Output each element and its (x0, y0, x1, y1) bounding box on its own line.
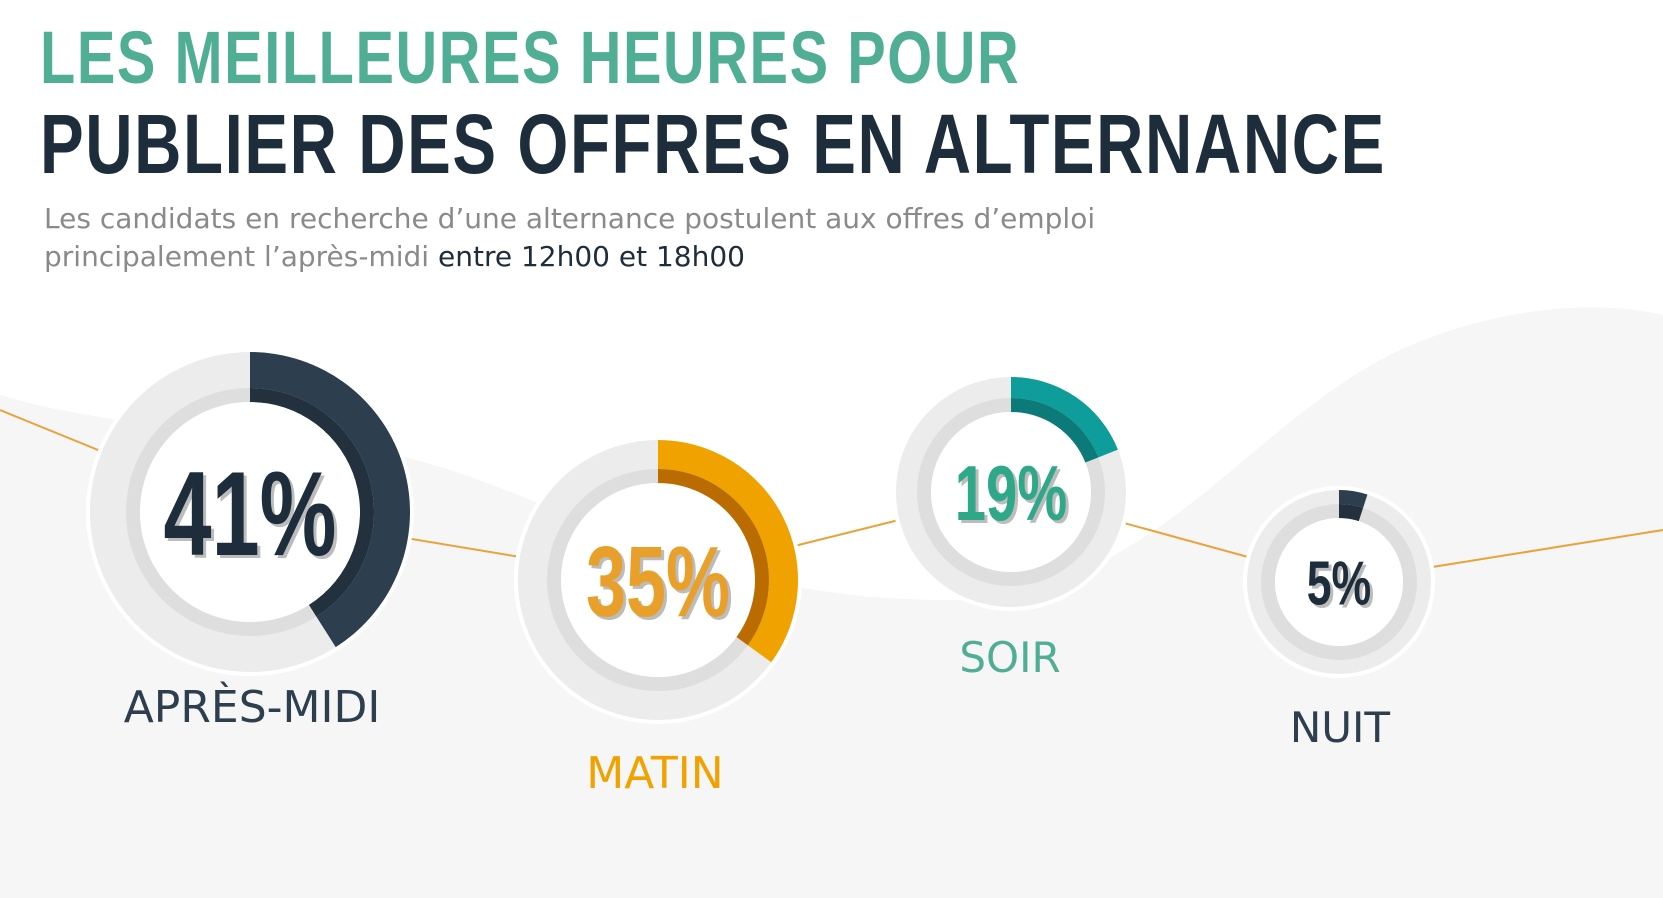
category-label-apres-midi: APRÈS-MIDI (124, 680, 381, 733)
donut-arc-inner-matin (658, 469, 770, 646)
donut-arc-matin (658, 440, 798, 663)
donut-arc-apres-midi (250, 352, 411, 648)
percent-label-soir: 19% (955, 450, 1067, 537)
percent-shadow-nuit: 5% (1310, 552, 1375, 621)
donut-arc-nuit (1339, 490, 1368, 508)
donut-center (561, 483, 755, 677)
subtitle-highlight: entre 12h00 et 18h00 (438, 240, 745, 273)
percent-label-matin: 35% (586, 526, 730, 637)
donut-arc-inner-nuit (1339, 504, 1364, 522)
donut-center (140, 402, 360, 622)
donut-arc-inner-soir (1011, 397, 1099, 463)
donut-center (1275, 518, 1403, 646)
percent-shadow-apres-midi: 41% (167, 450, 340, 584)
donut-apres-midi: 41%41%APRÈS-MIDI (86, 348, 414, 733)
title-line-2: PUBLIER DES OFFRES EN ALTERNANCE (40, 97, 1386, 191)
donut-center (931, 412, 1091, 572)
percent-shadow-matin: 35% (589, 529, 733, 640)
title-line-1: LES MEILLEURES HEURES POUR (40, 16, 1021, 99)
category-label-nuit: NUIT (1290, 703, 1391, 752)
percent-label-nuit: 5% (1307, 549, 1372, 618)
donut-matin: 35%35%MATIN (514, 436, 802, 799)
background-wave (0, 307, 1663, 898)
category-label-matin: MATIN (586, 748, 723, 799)
subtitle: Les candidats en recherche d’une alterna… (44, 200, 1244, 276)
donut-arc-inner-apres-midi (250, 388, 374, 617)
category-label-soir: SOIR (959, 633, 1060, 682)
subtitle-text: Les candidats en recherche d’une alterna… (44, 202, 1096, 273)
donut-arc-soir (1011, 377, 1118, 458)
percent-shadow-soir: 19% (958, 453, 1070, 540)
donut-nuit: 5%5%NUIT (1243, 486, 1435, 752)
donut-soir: 19%19%SOIR (892, 373, 1130, 682)
percent-label-apres-midi: 41% (164, 447, 337, 581)
